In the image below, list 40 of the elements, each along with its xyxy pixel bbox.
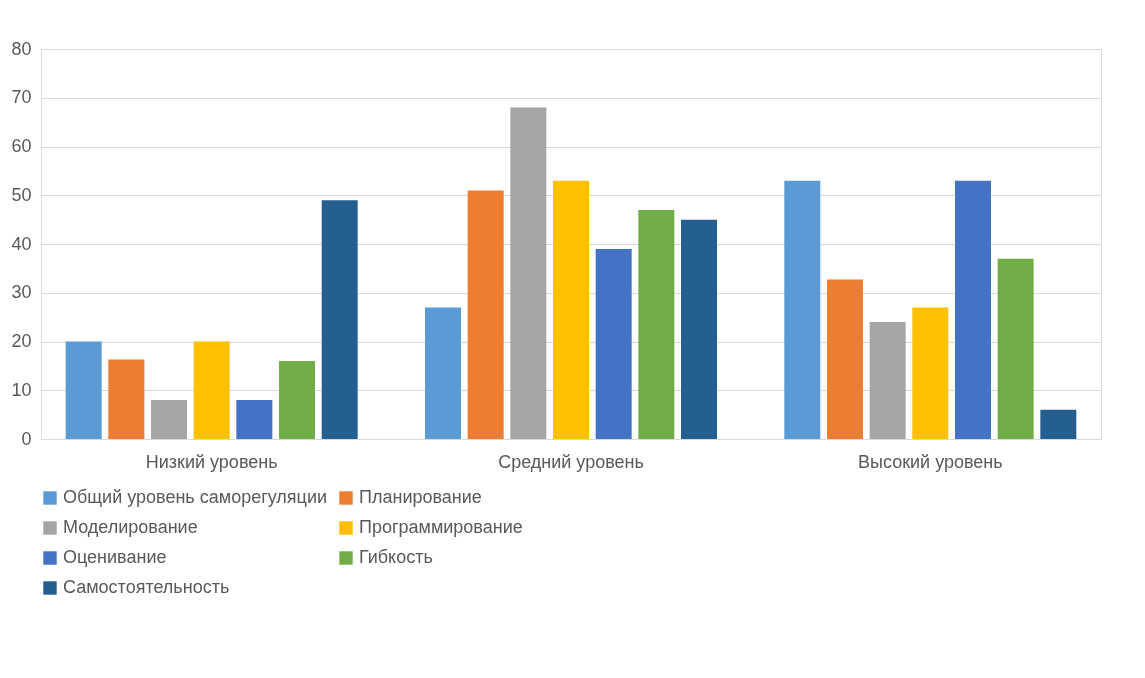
legend-label: Общий уровень саморегуляции	[63, 487, 327, 507]
bar	[510, 107, 547, 439]
bar	[321, 200, 358, 439]
legend-label: Оценивание	[63, 547, 167, 567]
bar	[954, 180, 991, 439]
y-tick-label: 30	[11, 282, 32, 303]
y-tick-label: 60	[11, 136, 32, 156]
bar	[826, 279, 863, 439]
bar	[595, 248, 632, 439]
bar	[638, 209, 675, 439]
bar	[467, 190, 504, 439]
y-tick-label: 0	[21, 428, 32, 449]
bar	[424, 307, 461, 439]
y-tick-label: 10	[11, 379, 32, 400]
legend-label: Программирование	[359, 517, 523, 537]
y-tick-label: 20	[11, 331, 32, 351]
bar	[997, 258, 1034, 439]
legend-label: Планирование	[359, 487, 482, 507]
y-tick-label: 50	[11, 184, 32, 205]
bar	[869, 322, 906, 439]
x-tick-label: Низкий уровень	[145, 451, 278, 472]
y-tick-label: 40	[11, 233, 32, 254]
legend-label: Самостоятельность	[63, 577, 230, 597]
bar	[1040, 409, 1077, 439]
bar	[279, 361, 316, 439]
bar	[236, 400, 273, 439]
bar	[151, 400, 188, 439]
bar	[553, 180, 589, 439]
bar	[193, 341, 230, 439]
legend-label: Моделирование	[63, 517, 198, 537]
bar	[65, 341, 102, 439]
legend-label: Гибкость	[359, 547, 433, 567]
bar	[912, 307, 949, 439]
bar	[108, 359, 145, 439]
bar	[681, 219, 718, 439]
bar	[784, 180, 821, 439]
x-tick-label: Высокий уровень	[857, 451, 1003, 472]
y-tick-label: 80	[11, 38, 32, 59]
x-tick-label: Средний уровень	[498, 451, 644, 472]
y-tick-label: 70	[11, 87, 32, 108]
